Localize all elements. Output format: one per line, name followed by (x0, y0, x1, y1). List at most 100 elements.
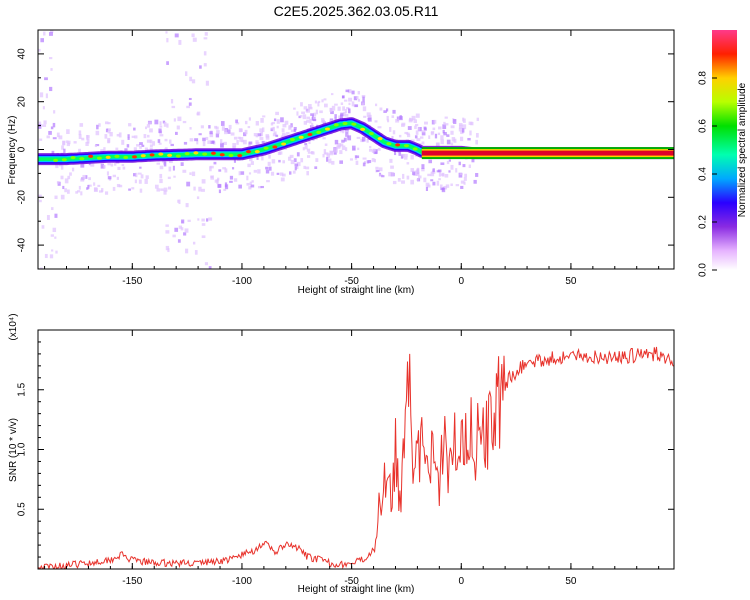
spectrogram-noise-cell (104, 134, 108, 139)
spectrogram-noise-cell (242, 139, 247, 145)
spectrogram-noise-cell (251, 180, 254, 183)
spectrogram-noise-cell (437, 169, 442, 173)
spectrogram-hotspot (53, 158, 59, 162)
spectrogram-noise-cell (475, 133, 479, 138)
spectrogram-noise-cell (66, 142, 70, 147)
spectrogram-noise-cell (144, 126, 148, 130)
spectrogram-noise-cell (413, 119, 417, 123)
spectrogram-noise-cell (270, 171, 275, 176)
spectrogram-noise-cell (131, 187, 135, 190)
spectrogram-noise-cell (317, 101, 320, 107)
spectrogram-noise-cell (56, 132, 60, 138)
spectrogram-noise-cell (432, 168, 435, 172)
spectrogram-noise-cell (209, 133, 214, 138)
spectrogram-noise-cell (52, 227, 57, 232)
spectrogram-noise-cell (439, 184, 443, 189)
spectrogram-noise-cell (284, 120, 289, 125)
spectrogram-noise-cell (407, 126, 412, 130)
spectrogram-noise-cell (378, 167, 383, 172)
spectrogram-noise-cell (42, 124, 47, 127)
spectrogram-noise-cell (51, 150, 55, 155)
spectrogram-noise-cell (268, 166, 272, 171)
spectrogram-noise-cell (440, 162, 445, 166)
spectrogram-noise-cell (244, 129, 248, 135)
spectrogram-noise-cell (395, 119, 400, 123)
spectrogram-noise-cell (103, 147, 106, 152)
spectrogram-noise-cell (246, 182, 250, 186)
spectrogram-noise-cell (52, 122, 56, 128)
spectrogram-noise-cell (102, 165, 106, 169)
spectrogram-noise-cell (392, 109, 396, 114)
spectrogram-noise-cell (196, 196, 200, 200)
spectrogram-noise-cell (165, 31, 168, 34)
spectrogram-noise-cell (270, 127, 275, 130)
spectrogram-noise-cell (450, 142, 454, 146)
spectrogram-noise-cell (290, 129, 295, 133)
spectrogram-noise-cell (133, 127, 136, 131)
spectrogram-noise-cell (255, 135, 259, 138)
snr-marks (38, 346, 674, 569)
spectrogram-noise-cell (220, 121, 225, 126)
spectrogram-noise-cell (154, 119, 159, 125)
spectrogram-noise-cell (204, 32, 208, 36)
spectrogram-noise-cell (189, 138, 194, 142)
spectrogram-noise-cell (213, 161, 217, 165)
spectrogram-noise-cell (127, 134, 130, 138)
spectrogram-noise-cell (343, 111, 346, 117)
spectrogram-hotspot (281, 142, 287, 146)
spectrogram-noise-cell (138, 179, 142, 184)
spectrogram-noise-cell (86, 135, 90, 139)
spectrogram-noise-cell (253, 169, 258, 173)
spectrogram-noise-cell (279, 172, 284, 176)
spectrogram-noise-cell (467, 137, 471, 141)
spectrogram-noise-cell (80, 163, 85, 168)
spectrogram-noise-cell (112, 174, 116, 178)
spectrogram-noise-cell (107, 137, 111, 143)
spectrogram-noise-cell (86, 187, 89, 190)
spectrogram-noise-cell (128, 123, 132, 127)
spectrogram-x-tick-label: 50 (565, 276, 577, 287)
spectrogram-noise-cell (240, 171, 245, 175)
spectrogram-hotspot (333, 123, 339, 127)
spectrogram-noise-cell (112, 186, 116, 191)
spectrogram-noise-cell (64, 188, 67, 193)
spectrogram-noise-cell (462, 164, 466, 168)
spectrogram-noise-cell (256, 156, 259, 160)
spectrogram-x-ticks: -150 -100 -50 0 50 (44, 30, 660, 287)
spectrogram-noise-cell (64, 178, 69, 184)
snr-x-tick-label: -50 (344, 576, 359, 587)
spectrogram-noise-cell (203, 51, 207, 56)
spectrogram-noise-cell (217, 183, 222, 188)
snr-y-ticks: 0.5 1.0 1.5 (17, 341, 674, 558)
spectrogram-noise-cell (366, 112, 371, 117)
spectrogram-noise-cell (45, 93, 48, 99)
spectrogram-y-tick-label: -40 (17, 237, 28, 252)
spectrogram-noise-cell (167, 176, 171, 180)
spectrogram-noise-cell (159, 178, 163, 184)
spectrogram-noise-cell (201, 188, 205, 192)
spectrogram-noise-cell (410, 168, 415, 172)
spectrogram-noise-cell (60, 175, 64, 180)
spectrogram-noise-cell (43, 120, 47, 125)
snr-panel: -150 -100 -50 0 50 0.5 1.0 1.5 Height of strai… (8, 313, 675, 595)
spectrogram-noise-cell (344, 113, 349, 117)
colorbar: 0.0 0.2 0.4 0.6 0.8 Normalized spectral ampl… (698, 30, 748, 277)
spectrogram-noise-cell (223, 141, 227, 146)
spectrogram-noise-cell (98, 123, 101, 127)
spectrogram-noise-cell (139, 142, 143, 146)
spectrogram-noise-cell (75, 191, 78, 194)
spectrogram-noise-cell (178, 199, 181, 205)
spectrogram-noise-cell (286, 132, 290, 135)
spectrogram-noise-cell (442, 129, 445, 134)
spectrogram-hotspot (114, 154, 120, 158)
spectrogram-panel: -150 -100 -50 0 50 -40 -20 0 20 40 Height of str… (7, 29, 675, 296)
spectrogram-noise-cell (368, 148, 373, 152)
spectrogram-noise-cell (188, 102, 192, 106)
spectrogram-noise-cell (460, 180, 465, 184)
spectrogram-noise-cell (127, 137, 130, 140)
spectrogram-noise-cell (302, 147, 305, 151)
spectrogram-noise-cell (273, 118, 277, 122)
spectrogram-noise-cell (351, 90, 355, 95)
spectrogram-noise-cell (229, 180, 233, 183)
